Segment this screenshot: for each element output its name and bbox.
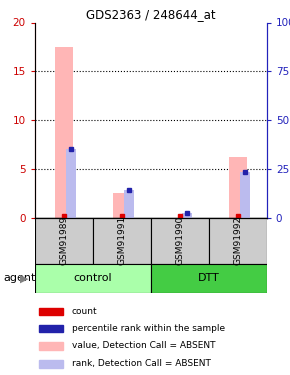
- Bar: [39, 325, 63, 332]
- Bar: [55, 47, 72, 217]
- Text: rank, Detection Call = ABSENT: rank, Detection Call = ABSENT: [72, 359, 211, 368]
- Bar: [39, 342, 63, 350]
- Bar: [240, 172, 250, 217]
- Bar: [35, 264, 151, 292]
- Bar: [35, 217, 93, 264]
- Bar: [182, 213, 192, 217]
- Text: agent: agent: [3, 273, 35, 283]
- Bar: [229, 157, 246, 218]
- Text: value, Detection Call = ABSENT: value, Detection Call = ABSENT: [72, 341, 215, 350]
- Text: control: control: [73, 273, 112, 283]
- Bar: [66, 149, 76, 217]
- Bar: [124, 190, 134, 217]
- Bar: [113, 193, 130, 217]
- Bar: [151, 217, 209, 264]
- Text: ▶: ▶: [19, 273, 28, 283]
- Text: GSM91992: GSM91992: [233, 216, 242, 266]
- Text: GSM91990: GSM91990: [175, 216, 184, 266]
- Text: count: count: [72, 307, 97, 316]
- Bar: [209, 217, 267, 264]
- Title: GDS2363 / 248644_at: GDS2363 / 248644_at: [86, 8, 215, 21]
- Bar: [39, 308, 63, 315]
- Text: GSM91991: GSM91991: [117, 216, 126, 266]
- Text: GSM91989: GSM91989: [59, 216, 68, 266]
- Text: percentile rank within the sample: percentile rank within the sample: [72, 324, 225, 333]
- Bar: [151, 264, 267, 292]
- Text: DTT: DTT: [198, 273, 220, 283]
- Bar: [39, 360, 63, 368]
- Bar: [93, 217, 151, 264]
